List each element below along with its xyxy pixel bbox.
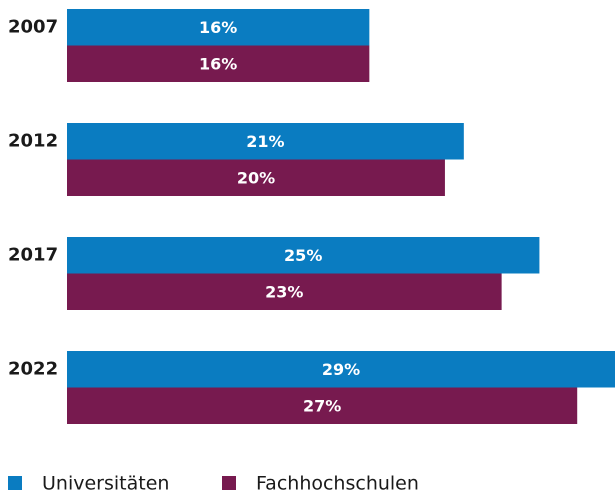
- bar: [67, 237, 540, 274]
- bar: [67, 351, 615, 388]
- category-label: 2012: [8, 130, 58, 151]
- category-label: 2022: [8, 358, 58, 379]
- value-label: 27%: [303, 396, 341, 415]
- category-label: 2007: [8, 16, 58, 37]
- bar: [67, 45, 370, 82]
- bar: [67, 9, 370, 46]
- value-label: 29%: [322, 360, 360, 379]
- value-label: 16%: [199, 18, 237, 37]
- value-label: 21%: [246, 132, 284, 151]
- bar: [67, 273, 502, 310]
- legend-label: Universitäten: [42, 473, 169, 495]
- legend-label: Fachhochschulen: [256, 473, 419, 495]
- value-label: 25%: [284, 246, 322, 265]
- bar: [67, 387, 578, 424]
- value-label: 16%: [199, 54, 237, 73]
- bar: [67, 159, 445, 196]
- bar: [67, 123, 464, 160]
- value-label: 20%: [237, 168, 275, 187]
- legend-swatch: [222, 476, 236, 490]
- category-label: 2017: [8, 244, 58, 265]
- legend-swatch: [8, 476, 22, 490]
- value-label: 23%: [265, 282, 303, 301]
